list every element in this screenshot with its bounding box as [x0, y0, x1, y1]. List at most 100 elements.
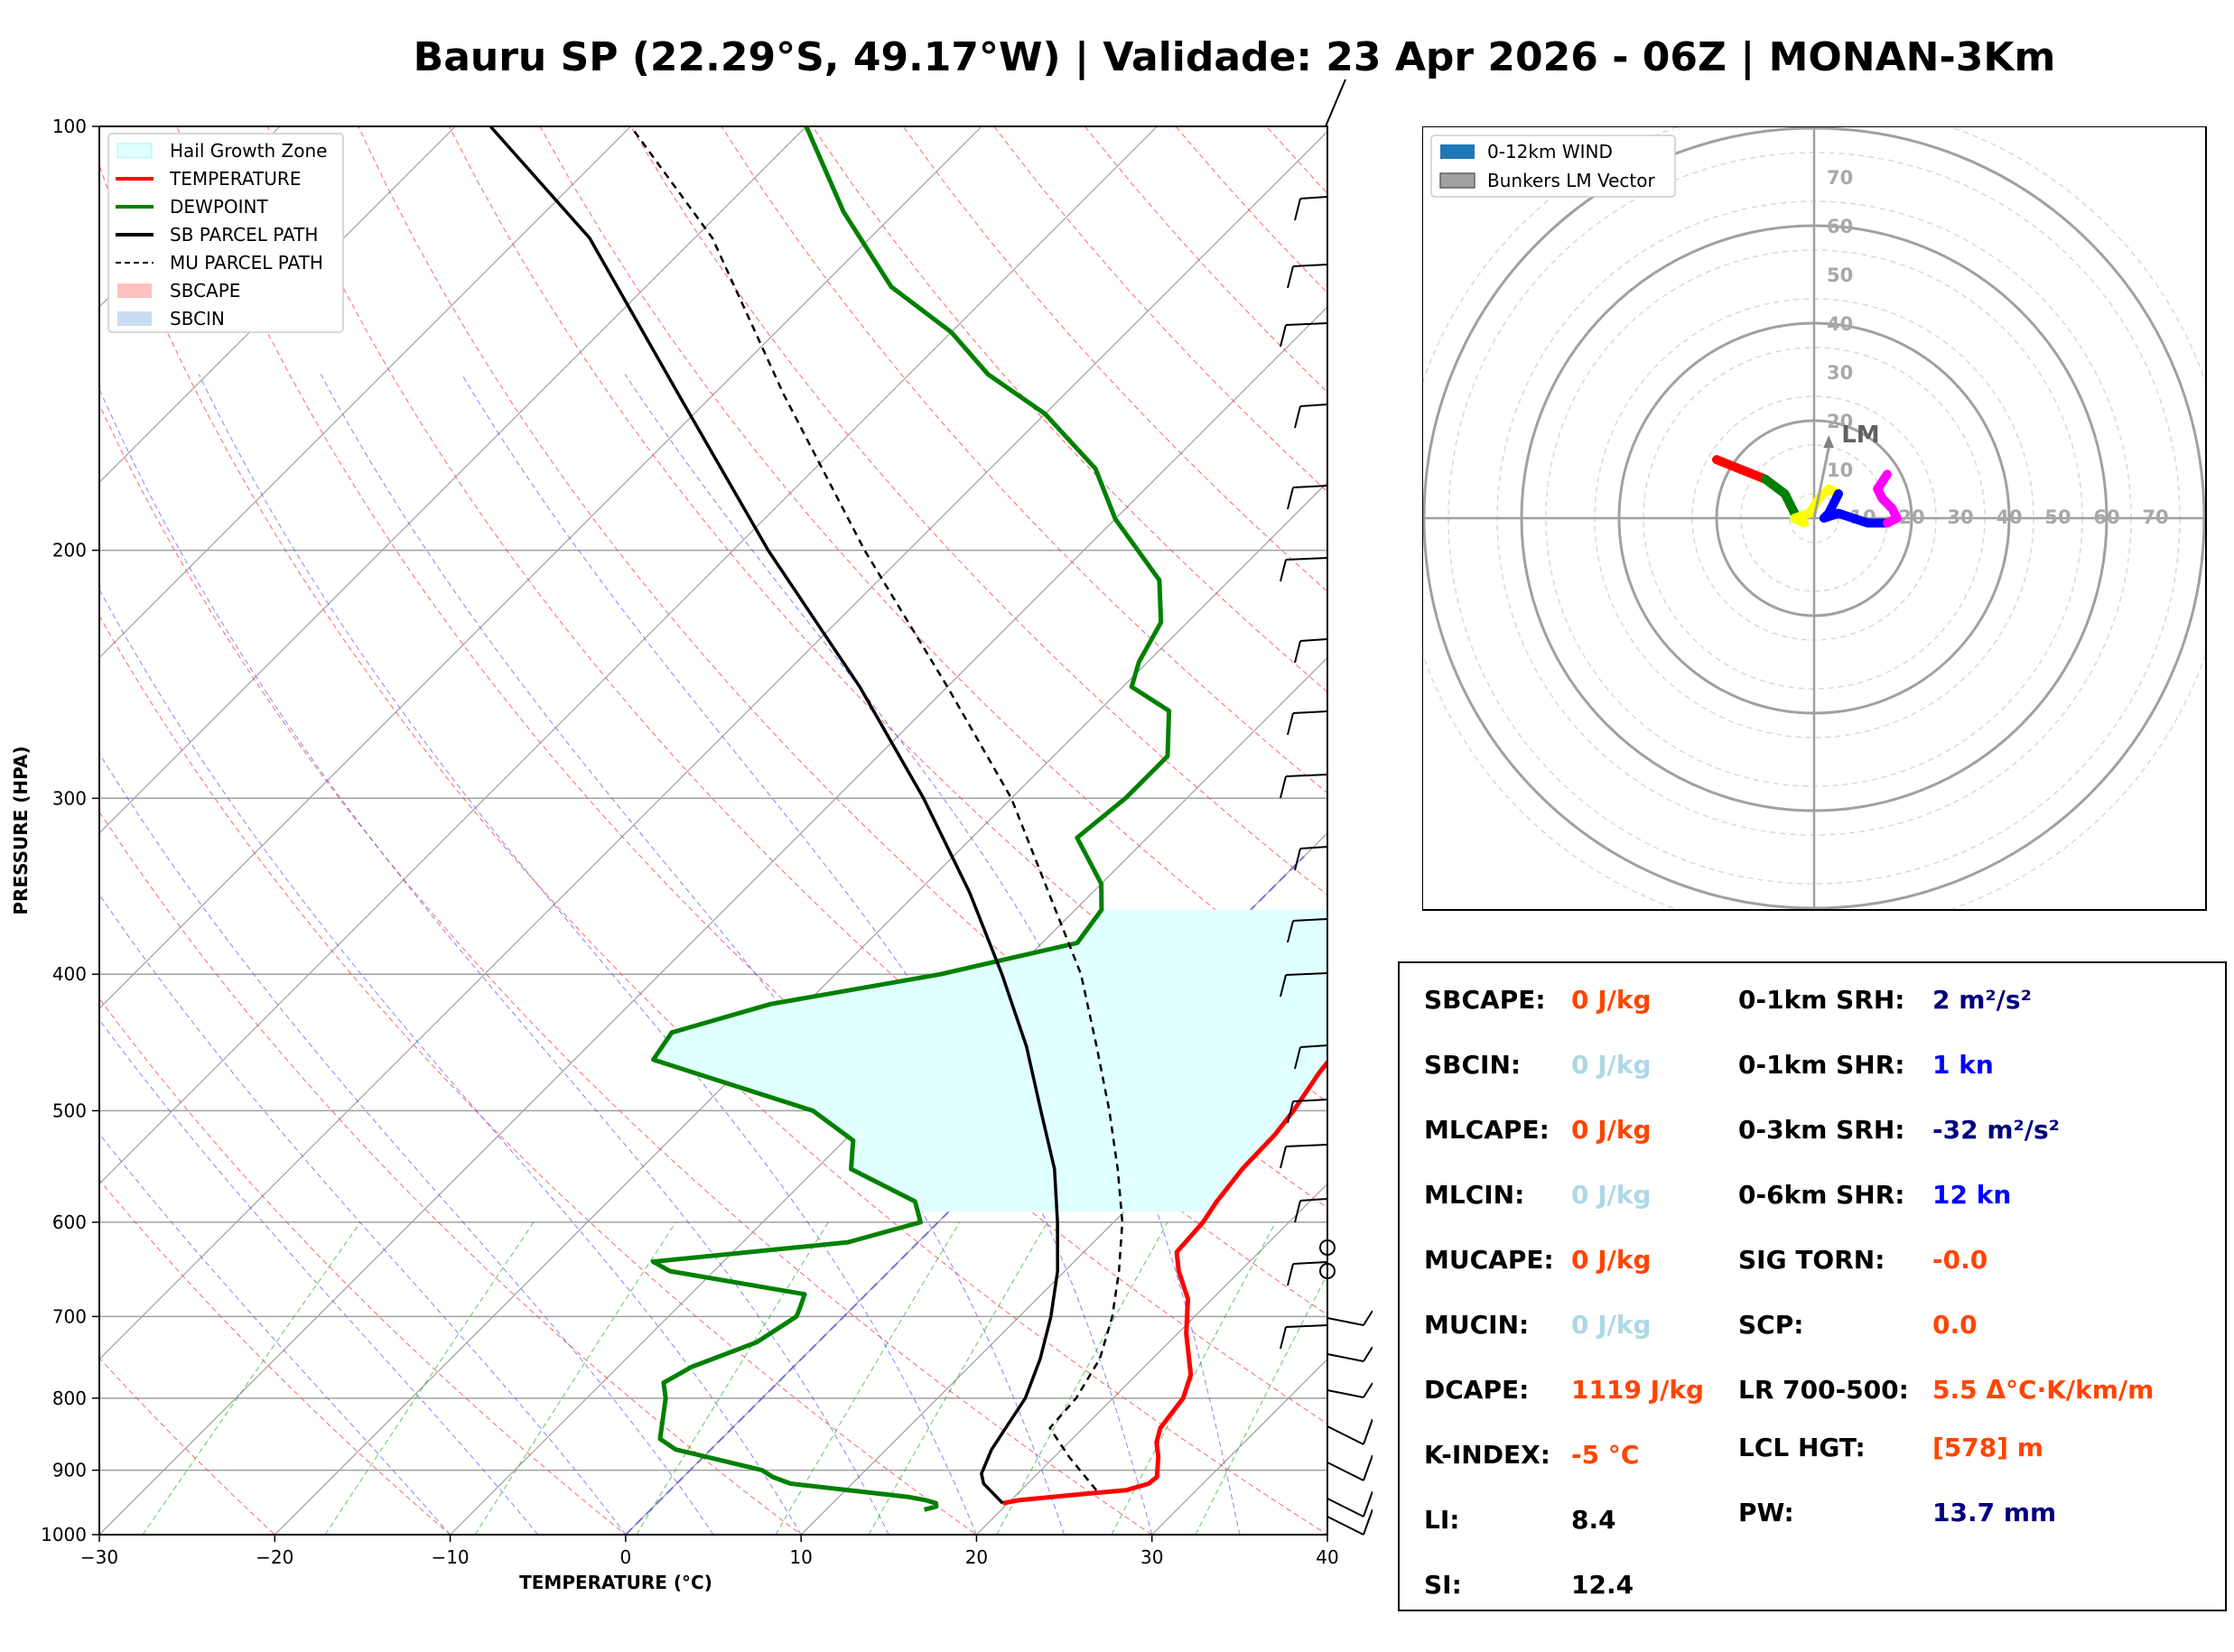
wind-barb	[1285, 774, 1328, 777]
legend-label: SB PARCEL PATH	[170, 224, 318, 246]
wind-barb	[1326, 1353, 1364, 1362]
isotherm	[99, 130, 1327, 1360]
series-sb-parcel-path	[489, 126, 1059, 1505]
wind-barb	[1326, 1389, 1364, 1398]
stat-value: 2 m²/s²	[1932, 985, 2032, 1015]
dry-adiabat	[539, 126, 1327, 999]
wind-barb	[1299, 196, 1328, 200]
moist-adiabat	[461, 374, 1153, 1535]
stat-label: SBCAPE:	[1424, 985, 1546, 1015]
plot-frame	[98, 125, 1328, 1536]
page-title: Bauru SP (22.29°S, 49.17°W) | Validade: …	[413, 34, 2056, 80]
y-tick-label: 300	[52, 787, 87, 809]
stat-label: 0-1km SHR:	[1738, 1050, 1905, 1080]
stat-value: 1119 J/kg	[1571, 1375, 1704, 1405]
ring-label: 60	[1827, 216, 1853, 237]
ring-label: 30	[1947, 506, 1973, 528]
dry-adiabat	[266, 126, 1327, 1316]
stat-value: 0 J/kg	[1571, 1180, 1652, 1210]
ring-label: 40	[1827, 313, 1853, 335]
dry-adiabat	[99, 403, 1153, 1535]
ring-label: 50	[1827, 265, 1853, 286]
moist-adiabat	[99, 588, 802, 1535]
stat-value: 12.4	[1571, 1570, 1634, 1600]
stat-label: MUCAPE:	[1424, 1245, 1554, 1275]
dry-adiabat	[99, 1357, 276, 1535]
bunkers-lm-arrowhead	[1823, 435, 1835, 449]
x-tick-label: 30	[1140, 1546, 1163, 1568]
moist-adiabat	[320, 374, 1066, 1535]
moist-adiabat	[99, 1133, 451, 1535]
x-tick-label: 10	[789, 1546, 812, 1568]
lm-label: LM	[1841, 422, 1879, 449]
y-tick-label: 700	[52, 1305, 87, 1327]
ring-label: 40	[1996, 506, 2022, 528]
moist-adiabat	[624, 374, 1241, 1535]
isotherm	[450, 656, 1327, 1535]
stat-label: SCP:	[1738, 1310, 1804, 1340]
mixing-ratio-line	[474, 1221, 676, 1535]
stat-label: SIG TORN:	[1738, 1245, 1885, 1275]
hodograph-frame	[1422, 126, 2207, 911]
wind-barb	[1285, 557, 1328, 561]
ring-label: 20	[1898, 506, 1924, 528]
stat-value: -0.0	[1932, 1245, 1988, 1275]
hodograph-segment	[1819, 489, 1892, 528]
wind-barb	[1292, 1261, 1328, 1265]
stat-label: LR 700-500:	[1738, 1375, 1909, 1405]
dry-adiabat	[902, 126, 1327, 592]
dry-adiabat	[358, 126, 1327, 1209]
legend-swatch	[116, 143, 153, 159]
stat-label: MLCIN:	[1424, 1180, 1525, 1210]
ring-label: 10	[1827, 459, 1853, 481]
skewt-legend: Hail Growth Zone TEMPERATURE DEWPOINT SB PA…	[107, 133, 344, 333]
x-tick-label: 0	[619, 1546, 631, 1568]
stat-value: 0.0	[1932, 1310, 1978, 1340]
y-axis-label: PRESSURE (HPA)	[10, 746, 32, 914]
y-tick-label: 500	[52, 1100, 87, 1121]
legend-swatch	[117, 311, 152, 326]
wind-barb	[1299, 1044, 1328, 1048]
stat-label: MUCIN:	[1424, 1310, 1530, 1340]
y-tick-label: 1000	[41, 1524, 87, 1545]
wind-barb	[1285, 1324, 1328, 1328]
legend-label: SBCAPE	[170, 280, 240, 302]
moist-adiabat	[198, 374, 977, 1535]
ring-label: 50	[2044, 506, 2071, 528]
hodograph-segment	[1873, 469, 1902, 528]
hodograph-segment	[1712, 455, 1770, 484]
wind-barb	[1285, 972, 1328, 976]
wind-barb	[1292, 710, 1328, 714]
mixing-ratio-line	[1195, 1273, 1327, 1535]
moist-adiabat	[99, 894, 627, 1535]
wind-barb	[1299, 404, 1328, 407]
dry-adiabat	[1175, 126, 1327, 293]
hodograph-segment	[1790, 484, 1843, 528]
wind-barb	[1299, 1198, 1328, 1202]
wind-barb	[1292, 1099, 1328, 1102]
stat-value: 1 kn	[1932, 1050, 1994, 1080]
ring-label: 30	[1827, 362, 1853, 384]
bunkers-lm-vector	[1812, 447, 1830, 519]
series-dewpoint	[650, 126, 1172, 1512]
mixing-ratio-line	[142, 1221, 361, 1535]
stat-value: 0 J/kg	[1571, 1245, 1652, 1275]
hodograph-legend: 0-12km WIND Bunkers LM Vector	[1430, 135, 1676, 198]
y-tick-label: 100	[52, 116, 87, 137]
hail-growth-zone	[653, 909, 1327, 1212]
x-tick-label: 40	[1316, 1546, 1338, 1568]
legend-swatch	[1440, 144, 1475, 159]
legend-label: Bunkers LM Vector	[1487, 170, 1656, 191]
stat-label: 0-1km SRH:	[1738, 985, 1905, 1015]
dry-adiabat	[99, 811, 802, 1535]
ring-label: 70	[1827, 167, 1853, 189]
x-tick-label: −10	[431, 1546, 469, 1568]
x-tick-label: −30	[80, 1546, 118, 1568]
stats-panel: SBCAPE: 0 J/kg SBCIN: 0 J/kg MLCAPE: 0 J/kg ML…	[1398, 961, 2227, 1611]
isotherm	[99, 126, 982, 1009]
stat-value: -32 m²/s²	[1932, 1115, 2060, 1145]
calm-wind-circle	[1319, 1263, 1336, 1279]
isotherm	[99, 126, 456, 484]
